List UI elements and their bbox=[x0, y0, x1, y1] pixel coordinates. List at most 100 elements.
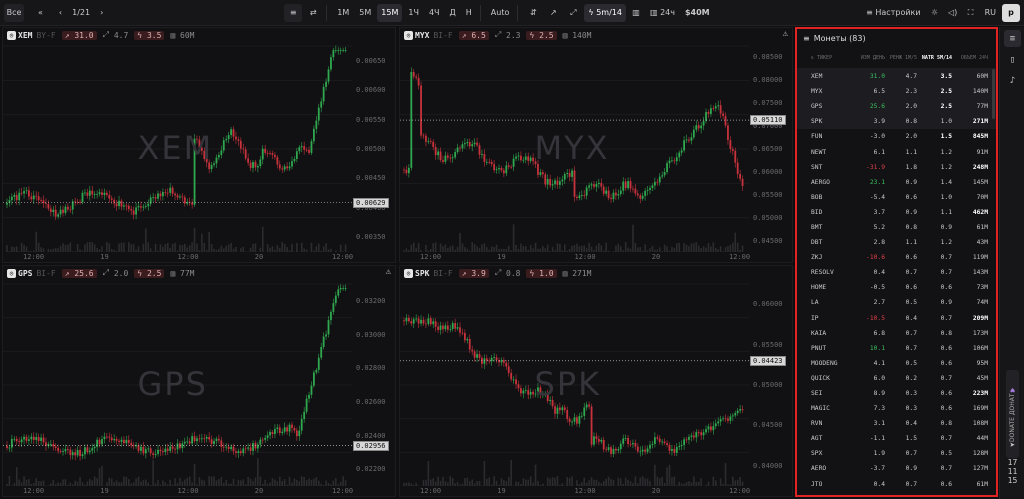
map-icon[interactable]: ▯ bbox=[1004, 51, 1021, 68]
candle bbox=[634, 443, 636, 447]
natr-button[interactable]: ϟ 5m/14 bbox=[584, 4, 626, 22]
candle bbox=[415, 77, 417, 78]
coin-row[interactable]: BID 3.7 0.9 1.1 462M bbox=[797, 205, 996, 220]
fullscreen-icon[interactable]: ⛶ bbox=[963, 4, 979, 22]
coin-row[interactable]: RVN 3.1 0.4 0.8 108M bbox=[797, 416, 996, 431]
candle bbox=[630, 181, 632, 189]
candle bbox=[213, 163, 215, 165]
candle bbox=[230, 447, 232, 449]
sort-icon[interactable]: ⇵ bbox=[524, 4, 542, 22]
chart-panel-myx[interactable]: ◎ MYX BI-F ↗ 6.5 ⤢ 2.3 ϟ 2.5 ▥ 140M ⚠ MYX… bbox=[399, 27, 793, 263]
candle bbox=[727, 125, 729, 140]
range-header[interactable]: РЕНЖ 1М/5 bbox=[885, 55, 917, 61]
coin-row[interactable]: LA 2.7 0.5 0.9 74M bbox=[797, 295, 996, 310]
candle bbox=[157, 193, 159, 198]
coin-volume: 223M bbox=[952, 390, 992, 397]
coin-row[interactable]: MOODENG 4.1 0.5 0.6 95M bbox=[797, 356, 996, 371]
interval-4[interactable]: 4Ч bbox=[425, 4, 444, 22]
candle bbox=[549, 179, 551, 186]
coin-row[interactable]: KAIA 6.8 0.7 0.8 173M bbox=[797, 326, 996, 341]
candle bbox=[272, 153, 274, 155]
all-button[interactable]: Все bbox=[4, 4, 24, 22]
coin-row[interactable]: AGT -1.1 1.5 0.7 44M bbox=[797, 431, 996, 446]
interval-5[interactable]: Д bbox=[446, 4, 460, 22]
logo-icon[interactable]: p bbox=[1002, 4, 1020, 22]
coin-row[interactable]: SEI 8.9 0.3 0.6 223M bbox=[797, 386, 996, 401]
coin-row[interactable]: SNT -31.9 1.8 1.2 248M bbox=[797, 160, 996, 175]
sun-icon[interactable]: ☼ bbox=[927, 4, 943, 22]
candle bbox=[264, 438, 266, 440]
layout-icon[interactable]: ≡ bbox=[284, 4, 302, 22]
candle bbox=[84, 447, 86, 454]
volume-header[interactable]: ОБЪЕМ 24Ч bbox=[952, 55, 992, 61]
coin-row[interactable]: BMT 5.2 0.8 0.9 61M bbox=[797, 220, 996, 235]
candle bbox=[140, 447, 142, 451]
coin-row[interactable]: SPX 1.9 0.7 0.5 128M bbox=[797, 446, 996, 461]
interval-2[interactable]: 15M bbox=[377, 4, 402, 22]
coin-ticker: BOB bbox=[797, 194, 845, 201]
ticker-header[interactable]: ⇅ ТИКЕР bbox=[797, 55, 845, 61]
coin-row[interactable]: FUN -3.0 2.0 1.5 845M bbox=[797, 129, 996, 144]
lang-button[interactable]: RU bbox=[981, 4, 1000, 22]
chart-panel-xem[interactable]: ◎ XEM BY-F ↗ 31.0 ⤢ 4.7 ϟ 3.5 ▥ 60M XEM 0… bbox=[2, 27, 396, 263]
scrollbar[interactable] bbox=[992, 69, 995, 119]
bell-icon[interactable]: ♪ bbox=[1004, 72, 1021, 89]
candle bbox=[250, 447, 252, 450]
candle bbox=[649, 445, 651, 449]
candle bbox=[617, 449, 619, 450]
interval-3[interactable]: 1Ч bbox=[404, 4, 423, 22]
coin-change: -0.5 bbox=[845, 284, 885, 291]
interval-1[interactable]: 5M bbox=[355, 4, 375, 22]
coin-row[interactable]: XEM 31.0 4.7 3.5 60M bbox=[797, 69, 996, 84]
interval-0[interactable]: 1M bbox=[333, 4, 353, 22]
candle bbox=[313, 372, 315, 385]
change-header[interactable]: ИЗМ ДЕНЬ bbox=[845, 55, 885, 61]
coin-volume: 45M bbox=[952, 375, 992, 382]
coin-row[interactable]: QUICK 6.0 0.2 0.7 45M bbox=[797, 371, 996, 386]
first-page-icon[interactable]: « bbox=[34, 4, 47, 22]
candle bbox=[272, 432, 274, 434]
coin-row[interactable]: DBT 2.8 1.1 1.2 43M bbox=[797, 235, 996, 250]
x-tick-label: 12:00 bbox=[178, 487, 199, 495]
candle bbox=[615, 193, 617, 196]
list-icon[interactable]: ≡ bbox=[1004, 30, 1021, 47]
coin-row[interactable]: SPK 3.9 0.8 1.0 271M bbox=[797, 114, 996, 129]
candle bbox=[561, 180, 563, 182]
coin-row[interactable]: BOB -5.4 0.6 1.0 70M bbox=[797, 190, 996, 205]
y-tick-label: 0.04000 bbox=[753, 462, 783, 470]
auto-button[interactable]: Auto bbox=[487, 4, 514, 22]
coin-row[interactable]: MAGIC 7.3 0.3 0.6 169M bbox=[797, 401, 996, 416]
trend-icon[interactable]: ↗ bbox=[544, 4, 562, 22]
candle bbox=[513, 159, 515, 167]
coin-row[interactable]: AERO -3.7 0.9 0.7 127M bbox=[797, 461, 996, 476]
prev-page-icon[interactable]: ‹ bbox=[55, 4, 66, 22]
chart-panel-gps[interactable]: ◎ GPS BI-F ↗ 25.6 ⤢ 2.0 ϟ 2.5 ▥ 77M ⚠ GPS… bbox=[2, 265, 396, 497]
coin-row[interactable]: AERGO 23.1 0.9 1.4 145M bbox=[797, 175, 996, 190]
telegram-icon[interactable]: ➤ bbox=[1004, 437, 1021, 454]
natr-label: 5m/14 bbox=[596, 8, 622, 17]
coin-row[interactable]: ZKJ -10.6 0.6 0.7 119M bbox=[797, 250, 996, 265]
volume-bars-icon[interactable]: ▥ bbox=[628, 4, 644, 22]
volume-icon[interactable]: ◁) bbox=[945, 4, 961, 22]
interval-6[interactable]: Н bbox=[462, 4, 476, 22]
settings-button[interactable]: ≡ Настройки bbox=[862, 4, 924, 22]
chart-panel-spk[interactable]: ◎ SPK BI-F ↗ 3.9 ⤢ 0.8 ϟ 1.0 ▥ 271M SPK 0… bbox=[399, 265, 793, 497]
candle bbox=[30, 196, 32, 199]
coin-row[interactable]: MYX 6.5 2.3 2.5 140M bbox=[797, 84, 996, 99]
compare-icon[interactable]: ⇄ bbox=[304, 4, 322, 22]
coin-row[interactable]: RESOLV 0.4 0.7 0.7 143M bbox=[797, 265, 996, 280]
next-page-icon[interactable]: › bbox=[96, 4, 107, 22]
coin-row[interactable]: PNUT 10.1 0.7 0.6 106M bbox=[797, 341, 996, 356]
coin-row[interactable]: NEWT 6.1 1.1 1.2 91M bbox=[797, 144, 996, 159]
coin-row[interactable]: JTO 0.4 0.7 0.6 61M bbox=[797, 477, 996, 492]
volume-amount[interactable]: $40M bbox=[681, 4, 714, 22]
menu-icon[interactable]: ≡ bbox=[803, 34, 810, 43]
volume-period[interactable]: ▥ 24ч bbox=[646, 4, 679, 22]
range-icon[interactable]: ⤢ bbox=[564, 4, 582, 22]
candle bbox=[522, 391, 524, 394]
coin-row[interactable]: HOME -0.5 0.6 0.6 73M bbox=[797, 280, 996, 295]
candle bbox=[55, 210, 57, 217]
coin-row[interactable]: IP -10.5 0.4 0.7 209M bbox=[797, 311, 996, 326]
coin-row[interactable]: GPS 25.6 2.0 2.5 77M bbox=[797, 99, 996, 114]
natr-header[interactable]: NATR 5M/14 bbox=[917, 55, 952, 61]
